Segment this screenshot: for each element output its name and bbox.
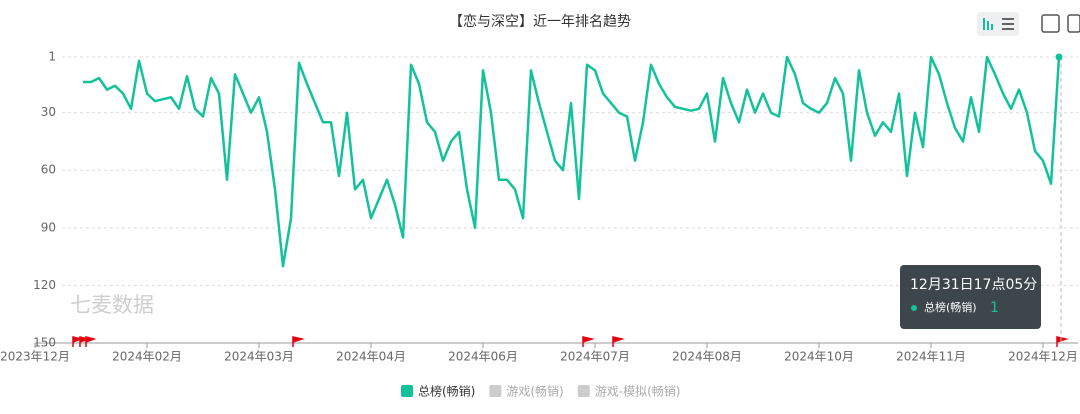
highlight-point — [1055, 53, 1063, 61]
legend-swatch[interactable] — [489, 385, 502, 397]
toolbar[interactable] — [977, 12, 1080, 36]
icon — [1002, 28, 1014, 30]
save-image-button[interactable] — [1041, 14, 1060, 33]
icon — [1002, 23, 1014, 25]
legend-label[interactable]: 总榜(畅销) — [418, 384, 475, 399]
watermark: 七麦数据 — [70, 293, 154, 317]
icon — [983, 18, 985, 30]
x-tick-label: 2024年08月 — [672, 350, 742, 364]
y-tick-label: 60 — [41, 163, 56, 177]
event-flags — [72, 336, 1069, 347]
x-tick-label: 2024年03月 — [224, 350, 294, 364]
tooltip-box — [900, 265, 1041, 329]
legend-swatch[interactable] — [401, 385, 413, 397]
x-tick-label: 2024年12月 — [1008, 350, 1078, 364]
series-line — [83, 55, 1061, 268]
tooltip-title: 12月31日17点05分 — [910, 277, 1037, 293]
y-tick-label: 150 — [33, 336, 56, 350]
legend-label[interactable]: 游戏-模拟(畅销) — [595, 385, 681, 399]
x-tick-label: 2024年11月 — [896, 350, 966, 364]
x-tick-label: 2024年04月 — [336, 350, 406, 364]
y-tick-label: 90 — [41, 220, 56, 234]
tooltip: 12月31日17点05分 总榜(畅销) 1 — [900, 265, 1041, 329]
icon — [991, 24, 993, 30]
y-tick-label: 120 — [33, 278, 56, 292]
x-tick-label: 2024年06月 — [448, 350, 518, 364]
tooltip-series: 总榜(畅销) — [924, 300, 977, 314]
x-tick-label: 2023年12月 — [0, 350, 70, 364]
tooltip-value: 1 — [990, 300, 999, 316]
download-button[interactable] — [1067, 14, 1080, 33]
chart-title: 【恋与深空】近一年排名趋势 — [449, 13, 631, 30]
y-tick-label: 1 — [48, 50, 56, 64]
x-tick-label: 2024年07月 — [560, 350, 630, 364]
icon — [987, 21, 989, 30]
y-tick-label: 30 — [41, 105, 56, 119]
x-tick-label: 2024年10月 — [784, 350, 854, 364]
legend: 总榜(畅销) 游戏(畅销) 游戏-模拟(畅销) — [401, 384, 680, 399]
tooltip-dot — [911, 305, 917, 311]
legend-swatch[interactable] — [577, 385, 590, 397]
legend-label[interactable]: 游戏(畅销) — [506, 385, 563, 399]
icon — [1002, 18, 1014, 20]
x-tick-label: 2024年02月 — [112, 350, 182, 364]
